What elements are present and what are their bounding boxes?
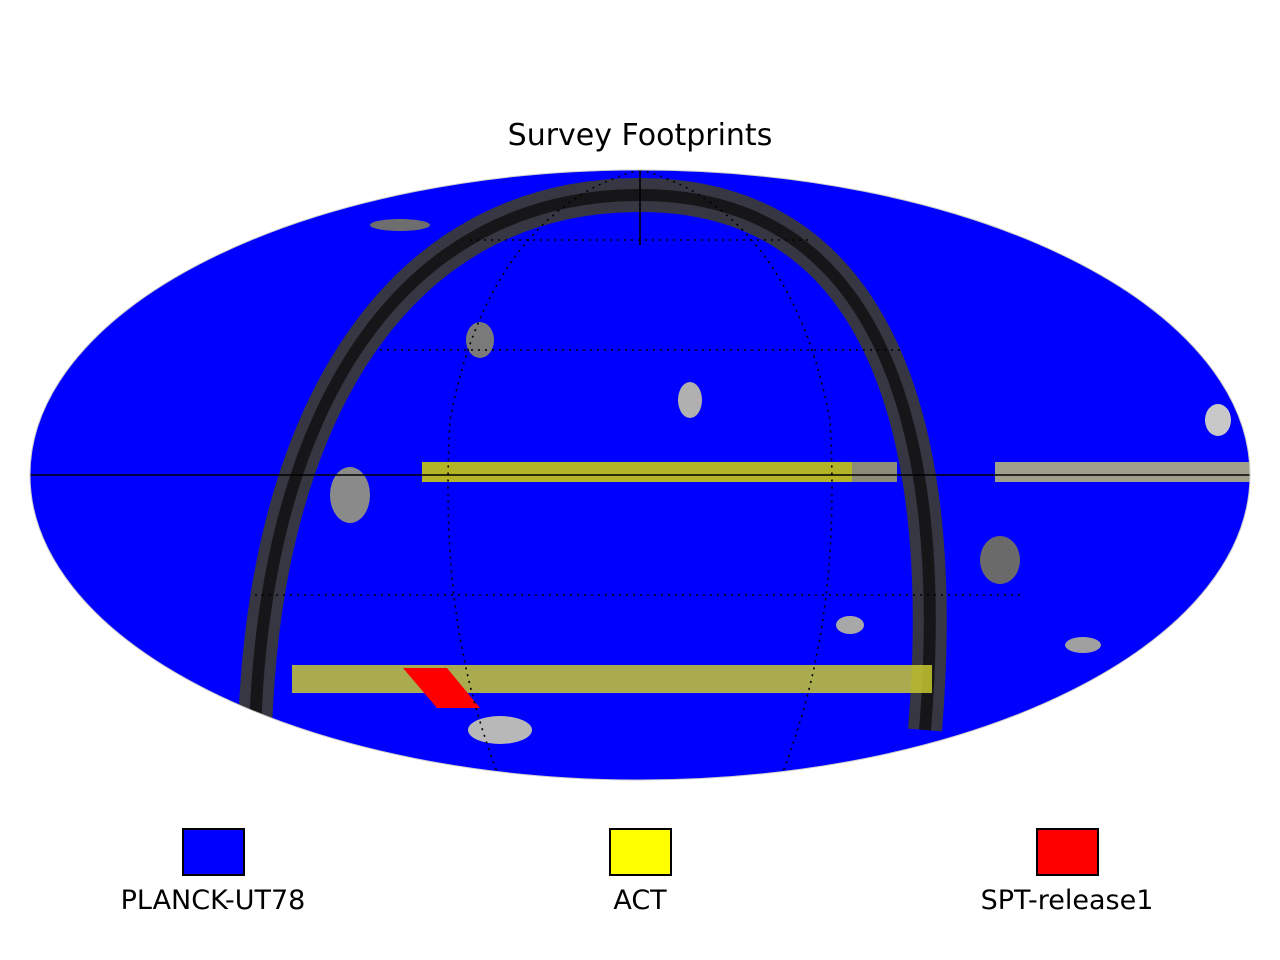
legend-item-act: ACT: [490, 828, 790, 918]
act-footprint: [422, 462, 852, 482]
legend-swatch-planck: [181, 828, 245, 876]
dust-cloud: [1205, 404, 1231, 436]
legend-label-act: ACT: [613, 885, 667, 916]
legend-label-planck: PLANCK-UT78: [120, 885, 306, 916]
dust-cloud: [330, 467, 370, 523]
legend-swatch-act: [608, 828, 672, 876]
act-footprint: [995, 462, 1250, 482]
dust-cloud: [836, 616, 864, 634]
dust-cloud: [370, 219, 430, 231]
legend-swatch-spt: [1035, 828, 1099, 876]
dust-cloud: [678, 382, 702, 418]
map-title: Survey Footprints: [507, 118, 773, 153]
act-footprint: [852, 462, 897, 482]
legend-label-spt: SPT-release1: [980, 885, 1154, 916]
dust-cloud: [466, 322, 494, 358]
spt-footprint: [403, 668, 480, 708]
graticule: [30, 170, 1250, 780]
legend-item-planck: PLANCK-UT78: [63, 828, 363, 918]
dust-cloud: [980, 536, 1020, 584]
act-footprint: [292, 665, 932, 693]
legend-item-spt: SPT-release1: [917, 828, 1217, 918]
dust-cloud: [1065, 637, 1101, 653]
dust-cloud: [468, 716, 532, 744]
